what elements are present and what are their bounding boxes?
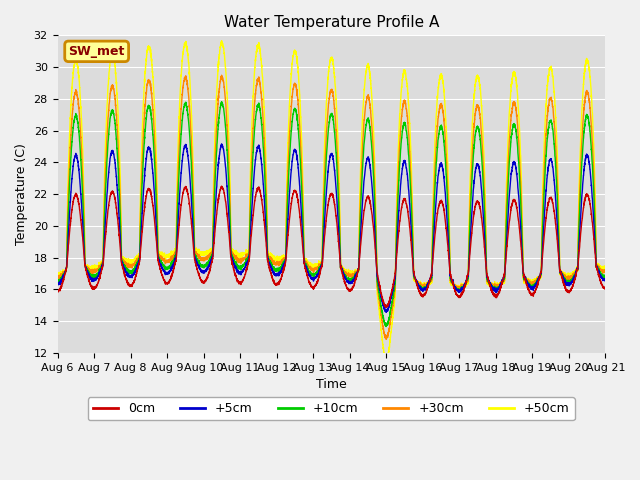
Title: Water Temperature Profile A: Water Temperature Profile A — [224, 15, 439, 30]
+30cm — [602, 269, 609, 275]
0cm — [602, 286, 609, 291]
Legend: 0cm, +5cm, +10cm, +30cm, +50cm: 0cm, +5cm, +10cm, +30cm, +50cm — [88, 397, 575, 420]
+50cm — [424, 282, 432, 288]
Line: +50cm: +50cm — [58, 41, 605, 362]
+10cm — [152, 190, 160, 196]
+10cm — [601, 274, 609, 280]
+30cm — [218, 72, 225, 78]
+5cm — [601, 277, 609, 283]
+5cm — [382, 309, 390, 315]
+30cm — [454, 284, 462, 289]
+50cm — [218, 38, 225, 44]
+30cm — [424, 282, 432, 288]
0cm — [152, 233, 160, 239]
0cm — [454, 293, 462, 299]
+30cm — [382, 336, 390, 342]
Line: 0cm: 0cm — [58, 186, 605, 308]
0cm — [601, 286, 609, 291]
+5cm — [486, 278, 493, 284]
+5cm — [54, 280, 61, 286]
+30cm — [601, 269, 609, 275]
+10cm — [424, 282, 432, 288]
Line: +30cm: +30cm — [58, 75, 605, 339]
+5cm — [602, 277, 609, 283]
0cm — [382, 305, 390, 311]
+30cm — [54, 273, 61, 279]
+10cm — [54, 277, 61, 283]
+5cm — [424, 282, 432, 288]
0cm — [54, 288, 61, 293]
+50cm — [486, 280, 493, 286]
Y-axis label: Temperature (C): Temperature (C) — [15, 143, 28, 245]
+30cm — [311, 265, 319, 271]
Line: +10cm: +10cm — [58, 102, 605, 326]
+10cm — [454, 286, 462, 292]
+5cm — [311, 275, 319, 280]
Line: +5cm: +5cm — [58, 144, 605, 312]
+30cm — [486, 279, 493, 285]
+10cm — [311, 271, 319, 276]
+30cm — [152, 170, 160, 176]
Text: SW_met: SW_met — [68, 45, 125, 58]
+50cm — [602, 265, 609, 271]
+50cm — [382, 359, 390, 365]
+50cm — [54, 270, 61, 276]
+5cm — [454, 287, 462, 293]
+10cm — [602, 274, 609, 279]
+50cm — [311, 262, 319, 267]
X-axis label: Time: Time — [316, 378, 347, 391]
0cm — [424, 285, 432, 290]
+50cm — [152, 142, 160, 148]
0cm — [311, 283, 319, 289]
+5cm — [152, 217, 160, 223]
+50cm — [601, 265, 609, 271]
+10cm — [382, 324, 390, 329]
+10cm — [486, 279, 493, 285]
0cm — [218, 183, 225, 189]
+10cm — [218, 99, 225, 105]
+50cm — [454, 283, 462, 288]
+5cm — [218, 141, 225, 147]
0cm — [486, 280, 493, 286]
